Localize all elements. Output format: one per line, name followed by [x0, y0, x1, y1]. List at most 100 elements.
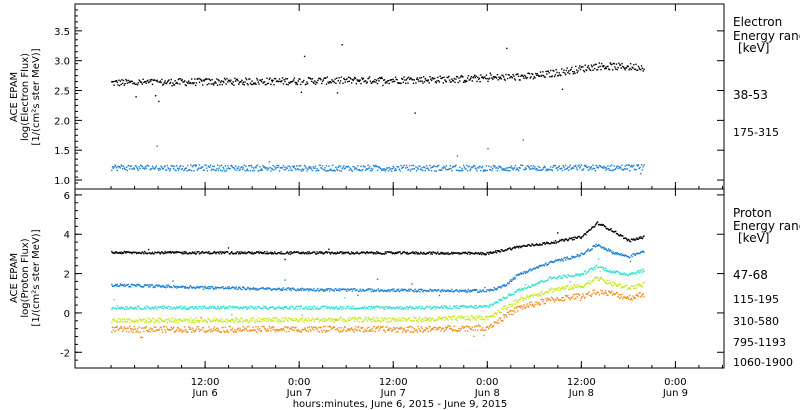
electron-series-38-53-point	[223, 77, 226, 79]
proton-series-1060-1900-point	[227, 331, 230, 333]
proton-series-795-1193-point	[475, 319, 477, 321]
proton-series-47-68-point	[332, 252, 334, 254]
electron-series-175-315-point	[368, 166, 371, 168]
electron-series-38-53-point	[437, 80, 440, 82]
electron-series-38-53-point	[115, 80, 117, 82]
proton-series-115-195-point	[115, 285, 118, 287]
proton-series-310-580-point	[224, 306, 227, 309]
electron-series-38-53-point	[545, 70, 547, 73]
electron-series-38-53-point	[321, 80, 324, 83]
proton-series-795-1193-point	[522, 299, 524, 302]
proton-series-115-195-point	[514, 277, 517, 280]
proton-series-115-195-point	[198, 287, 201, 289]
electron-series-38-53-point	[250, 83, 252, 86]
proton-series-115-195-point	[624, 254, 626, 256]
proton-series-47-68-point	[557, 232, 559, 234]
proton-series-115-195-point	[475, 289, 477, 291]
electron-series-175-315-point	[158, 169, 160, 171]
electron-series-38-53-point	[438, 81, 441, 83]
proton-series-115-195-point	[315, 290, 317, 292]
proton-series-795-1193-point	[231, 319, 234, 322]
proton-series-310-580-point	[195, 307, 198, 309]
proton-series-47-68-point	[208, 251, 210, 253]
proton-series-115-195-point	[635, 253, 637, 255]
proton-series-47-68-point	[408, 252, 410, 255]
electron-series-175-315-point	[566, 168, 568, 170]
proton-series-310-580-point	[118, 306, 121, 309]
proton-series-1060-1900-point	[120, 325, 122, 328]
proton-series-1060-1900-point	[490, 323, 492, 326]
electron-series-38-53-point	[500, 78, 502, 80]
electron-series-175-315-point	[506, 169, 508, 172]
electron-series-38-53-point	[213, 84, 215, 86]
proton-series-115-195-point	[213, 288, 216, 290]
proton-series-115-195-point	[561, 258, 563, 260]
electron-ytick-label: 1.5	[54, 146, 70, 157]
proton-series-1060-1900-point	[293, 329, 296, 332]
proton-series-1060-1900-point	[545, 298, 547, 300]
proton-series-310-580-point	[566, 276, 568, 279]
proton-series-1060-1900-point	[512, 313, 514, 316]
proton-series-1060-1900-point	[498, 322, 500, 324]
proton-series-310-580-point	[509, 294, 511, 297]
proton-series-1060-1900-point	[301, 328, 303, 331]
proton-series-1060-1900-point	[249, 330, 252, 332]
electron-series-38-53-point	[613, 63, 615, 65]
proton-series-795-1193-point	[548, 288, 550, 290]
proton-series-310-580-point	[234, 306, 237, 308]
electron-series-175-315-point	[168, 168, 170, 170]
electron-legend-38-53: 38-53	[733, 88, 768, 102]
proton-series-795-1193-point	[573, 284, 575, 286]
proton-series-310-580-point	[347, 306, 349, 308]
proton-series-310-580-point	[301, 314, 303, 316]
electron-series-38-53-point	[197, 78, 199, 80]
proton-series-1060-1900-point	[452, 329, 455, 331]
proton-series-115-195-point	[292, 287, 294, 289]
proton-series-47-68-point	[270, 251, 272, 253]
proton-series-47-68-point	[176, 251, 179, 253]
proton-series-310-580-point	[165, 306, 168, 309]
proton-series-115-195-point	[273, 288, 275, 290]
proton-series-47-68-point	[619, 233, 622, 236]
proton-series-47-68-point	[477, 252, 479, 255]
proton-series-795-1193-point	[334, 318, 336, 320]
proton-series-47-68-point	[437, 251, 439, 253]
proton-series-795-1193-point	[271, 320, 274, 322]
proton-series-115-195-point	[202, 288, 205, 291]
proton-series-115-195-point	[413, 291, 415, 293]
proton-series-310-580-point	[140, 308, 143, 310]
proton-series-310-580-point	[448, 307, 450, 309]
electron-series-175-315-point	[190, 164, 192, 166]
electron-series-38-53-point	[397, 82, 399, 84]
proton-series-47-68-point	[368, 251, 370, 254]
proton-series-795-1193-point	[168, 319, 170, 321]
proton-series-1060-1900-point	[243, 329, 245, 331]
proton-series-795-1193-point	[459, 317, 461, 320]
proton-series-1060-1900-point	[383, 329, 385, 331]
electron-series-38-53-point	[571, 66, 573, 69]
electron-series-175-315-point	[533, 167, 535, 170]
proton-series-47-68-point	[151, 251, 154, 254]
proton-series-310-580-point	[350, 306, 352, 308]
proton-series-795-1193-point	[171, 320, 173, 322]
electron-series-175-315-point	[173, 165, 176, 167]
proton-series-115-195-point	[378, 289, 380, 292]
electron-series-38-53-point	[161, 78, 163, 81]
proton-series-795-1193-point	[307, 317, 310, 319]
proton-series-47-68-point	[535, 244, 537, 246]
proton-series-1060-1900-point	[132, 331, 134, 333]
proton-series-47-68-point	[523, 245, 525, 247]
electron-series-175-315-point	[249, 170, 252, 172]
proton-series-115-195-point	[368, 288, 371, 290]
proton-series-115-195-point	[122, 285, 125, 287]
proton-series-115-195-point	[587, 248, 589, 250]
proton-series-1060-1900-point	[250, 329, 252, 331]
electron-series-175-315-point	[560, 168, 562, 170]
proton-series-47-68-point	[477, 252, 480, 254]
proton-series-795-1193-point	[312, 317, 314, 319]
proton-series-1060-1900-point	[137, 331, 140, 333]
electron-series-175-315-point	[401, 167, 403, 169]
proton-series-1060-1900-point	[548, 298, 550, 300]
proton-series-1060-1900-point	[499, 318, 502, 320]
proton-series-115-195-point	[636, 252, 638, 254]
